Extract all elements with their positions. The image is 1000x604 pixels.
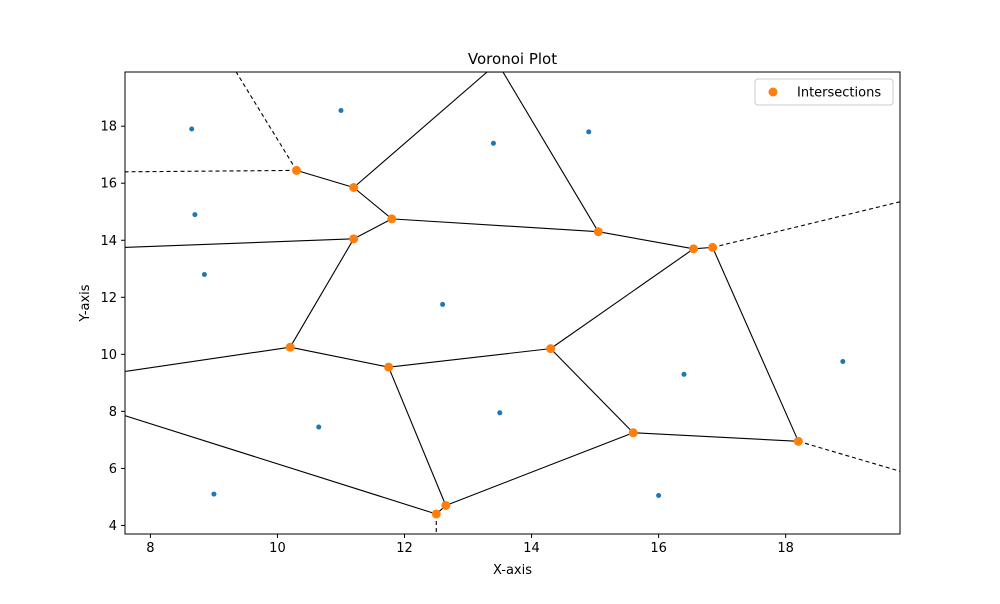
data-point	[681, 371, 687, 377]
legend-marker-intersections	[768, 87, 778, 97]
voronoi-edge	[290, 346, 389, 368]
x-axis-label: X-axis	[493, 563, 532, 578]
y-axis-label: Y-axis	[78, 284, 93, 322]
intersection-point	[349, 234, 359, 244]
x-tick-label: 8	[146, 541, 154, 556]
y-tick-label: 12	[100, 291, 117, 306]
intersection-point	[431, 509, 441, 519]
voronoi-ridge-dashed	[125, 169, 297, 173]
voronoi-edge	[391, 218, 599, 233]
voronoi-edge	[296, 169, 354, 189]
voronoi-edge	[550, 348, 634, 434]
x-tick-label: 14	[523, 541, 540, 556]
voronoi-edge	[125, 415, 437, 515]
intersection-point	[292, 165, 302, 175]
data-point	[316, 424, 322, 430]
y-tick-label: 10	[100, 348, 117, 363]
intersection-point	[384, 362, 394, 372]
voronoi-edge	[550, 248, 694, 350]
voronoi-edge	[502, 72, 599, 232]
intersection-point	[349, 183, 359, 192]
intersection-point	[441, 500, 451, 510]
intersection-point	[689, 244, 699, 254]
y-tick-label: 18	[100, 120, 117, 135]
x-tick-label: 16	[650, 541, 667, 556]
plot-frame	[124, 71, 901, 535]
voronoi-ridge-dashed	[235, 72, 297, 171]
legend-box	[754, 78, 894, 106]
chart-title: Voronoi Plot	[468, 50, 557, 68]
data-point	[211, 491, 217, 497]
y-tick-label: 8	[109, 405, 117, 420]
voronoi-ridge-dashed	[798, 440, 900, 472]
voronoi-edge	[598, 231, 694, 250]
y-tick-label: 14	[100, 234, 117, 249]
intersection-point	[546, 344, 556, 354]
intersection-point	[285, 342, 295, 352]
plot-area	[125, 72, 900, 534]
voronoi-edge	[445, 432, 634, 506]
data-point	[189, 126, 195, 132]
data-point	[490, 140, 496, 146]
data-point	[497, 410, 503, 416]
intersection-point	[793, 436, 803, 446]
data-point	[338, 108, 344, 113]
voronoi-edge	[353, 187, 393, 220]
x-tick-label: 18	[777, 541, 794, 556]
data-point	[840, 358, 846, 364]
voronoi-edge	[125, 238, 354, 248]
intersection-point	[593, 227, 603, 237]
data-point	[201, 271, 207, 277]
voronoi-edge	[712, 247, 799, 442]
x-tick-label: 10	[269, 541, 286, 556]
voronoi-edge	[125, 346, 291, 372]
data-point	[440, 301, 446, 307]
legend-label-intersections: Intersections	[797, 86, 881, 101]
legend: Intersections	[754, 78, 894, 106]
voronoi-edge	[388, 366, 447, 506]
x-tick-label: 12	[396, 541, 413, 556]
voronoi-edge	[388, 348, 551, 368]
voronoi-edge	[353, 72, 488, 188]
y-tick-label: 4	[109, 519, 117, 534]
intersection-point	[628, 428, 638, 438]
y-tick-label: 16	[100, 177, 117, 192]
data-point	[192, 212, 198, 218]
voronoi-edge	[353, 218, 393, 240]
y-tick-label: 6	[109, 462, 117, 477]
intersection-point	[387, 214, 397, 224]
intersection-point	[708, 242, 718, 252]
voronoi-edge	[289, 238, 355, 348]
data-point	[586, 129, 592, 135]
voronoi-edge	[633, 432, 799, 442]
axes: 8 10 12 14 16 18 4 6 8 10 12 14 16 18	[100, 120, 793, 556]
data-point	[656, 493, 662, 498]
